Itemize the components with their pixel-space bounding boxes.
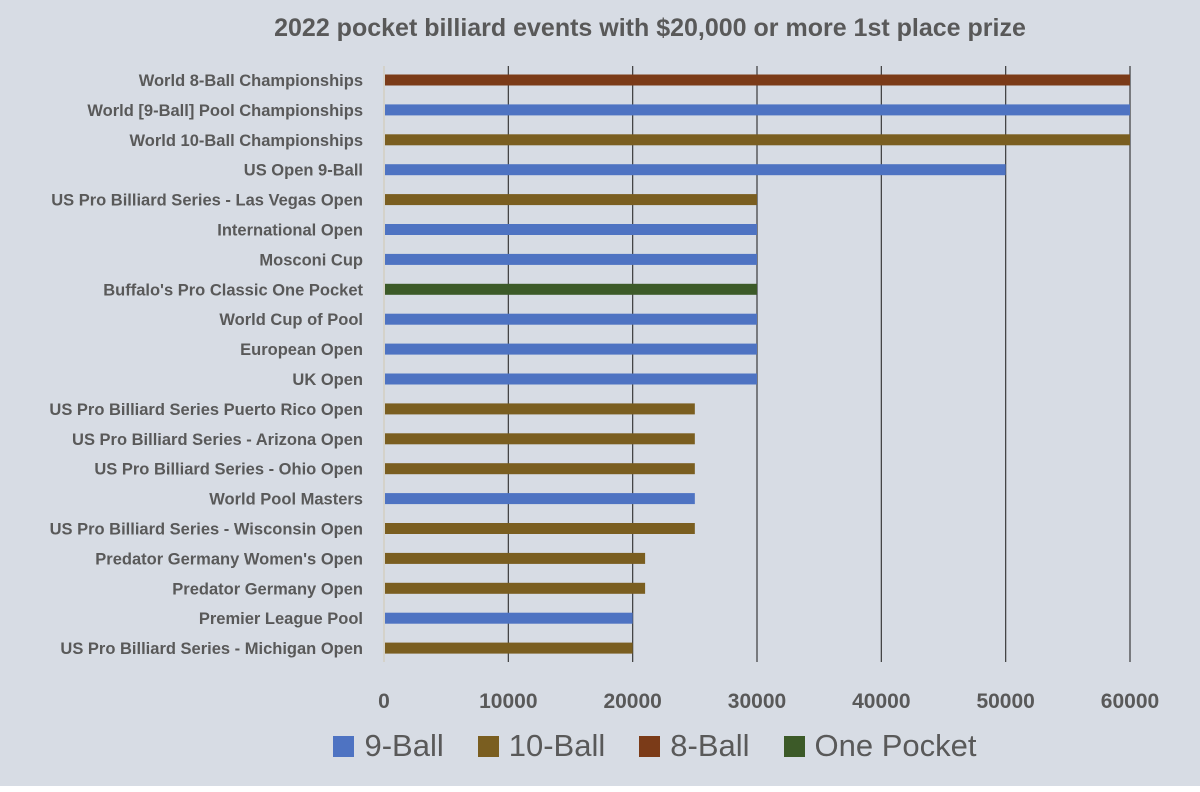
category-label: World Cup of Pool [219,311,363,329]
legend-swatch [783,735,805,757]
category-label: US Pro Billiard Series - Michigan Open [60,640,363,658]
bar [385,582,646,594]
category-label: US Pro Billiard Series - Arizona Open [72,431,363,449]
bar [385,373,757,385]
category-label: European Open [240,341,363,359]
legend-item: One Pocket [783,728,977,764]
chart-title: 2022 pocket billiard events with $20,000… [274,14,1026,42]
bar [385,642,633,654]
bar [385,493,695,505]
bar [385,104,1130,116]
legend-item: 10-Ball [477,728,606,764]
legend-swatch [477,735,499,757]
bar [385,253,757,265]
legend-item: 9-Ball [333,728,444,764]
bar [385,463,695,475]
x-tick-label: 40000 [852,690,910,713]
category-label: Buffalo's Pro Classic One Pocket [103,281,363,299]
category-label: World [9-Ball] Pool Championships [87,102,363,120]
x-tick-label: 0 [378,690,390,713]
category-label: Predator Germany Open [172,580,363,598]
bar [385,134,1130,146]
category-label: Premier League Pool [199,610,363,628]
x-tick-label: 10000 [479,690,537,713]
x-tick-label: 60000 [1101,690,1159,713]
category-label: International Open [217,222,363,240]
category-label: US Pro Billiard Series Puerto Rico Open [49,401,363,419]
bar [385,194,757,206]
bar [385,164,1006,176]
x-tick-label: 30000 [728,690,786,713]
bottom-border [0,786,1200,792]
category-label: Mosconi Cup [259,251,363,269]
category-label: US Pro Billiard Series - Ohio Open [94,461,363,479]
bar [385,523,695,534]
category-label: UK Open [292,371,363,389]
x-tick-label: 50000 [976,690,1034,713]
bar [385,224,757,235]
category-label: US Pro Billiard Series - Wisconsin Open [50,521,363,539]
legend-swatch [333,735,355,757]
bar [385,433,695,445]
bar [385,403,695,415]
legend-swatch [639,735,661,757]
legend: 9-Ball 10-Ball 8-Ball One Pocket [0,728,1200,764]
category-label: World 10-Ball Championships [130,132,363,150]
legend-label: One Pocket [814,728,977,763]
category-label: Predator Germany Women's Open [95,550,363,568]
category-label: US Pro Billiard Series - Las Vegas Open [51,192,363,210]
x-tick-label: 20000 [603,690,661,713]
category-label: World 8-Ball Championships [139,72,363,90]
category-label: World Pool Masters [209,491,363,509]
bar [385,74,1130,86]
legend-item: 8-Ball [639,728,750,764]
bar [385,343,757,355]
bar [385,313,757,325]
legend-label: 9-Ball [364,728,444,763]
legend-label: 10-Ball [508,728,606,763]
legend-label: 8-Ball [670,728,750,763]
bar [385,552,646,564]
bar [385,283,757,295]
bar [385,612,633,624]
category-label: US Open 9-Ball [244,162,363,180]
